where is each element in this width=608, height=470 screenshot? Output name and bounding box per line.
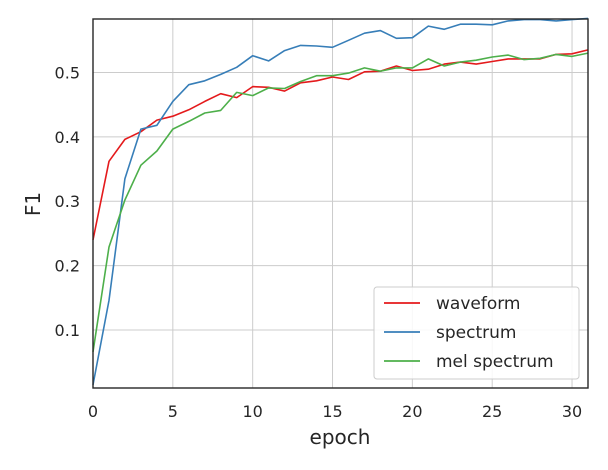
x-tick-label: 25 [482,402,502,421]
x-axis-label: epoch [310,425,371,449]
y-tick-label: 0.2 [55,257,80,276]
x-tick-label: 15 [322,402,342,421]
y-axis-label: F1 [21,192,45,216]
x-tick-label: 10 [242,402,262,421]
grid [92,19,588,388]
legend-label-mel-spectrum: mel spectrum [436,352,554,372]
tick-labels: 0 5 10 15 20 25 30 0.1 0.2 0.3 0.4 0.5 [55,63,583,421]
x-tick-label: 5 [168,402,178,421]
x-tick-label: 0 [88,402,98,421]
y-tick-label: 0.5 [55,63,80,82]
y-tick-label: 0.4 [55,128,80,147]
legend-label-waveform: waveform [436,294,520,314]
x-tick-label: 30 [562,402,582,421]
x-tick-label: 20 [402,402,422,421]
series-line-spectrum [92,17,589,385]
series-line-mel-spectrum [92,52,589,353]
series-line-waveform [92,49,589,241]
plot-frame [92,18,589,389]
legend-box [373,286,580,380]
legend: waveform spectrum mel spectrum [373,286,580,380]
y-tick-label: 0.3 [55,192,80,211]
legend-label-spectrum: spectrum [436,323,516,343]
y-tick-label: 0.1 [55,321,80,340]
series-lines [92,17,589,385]
